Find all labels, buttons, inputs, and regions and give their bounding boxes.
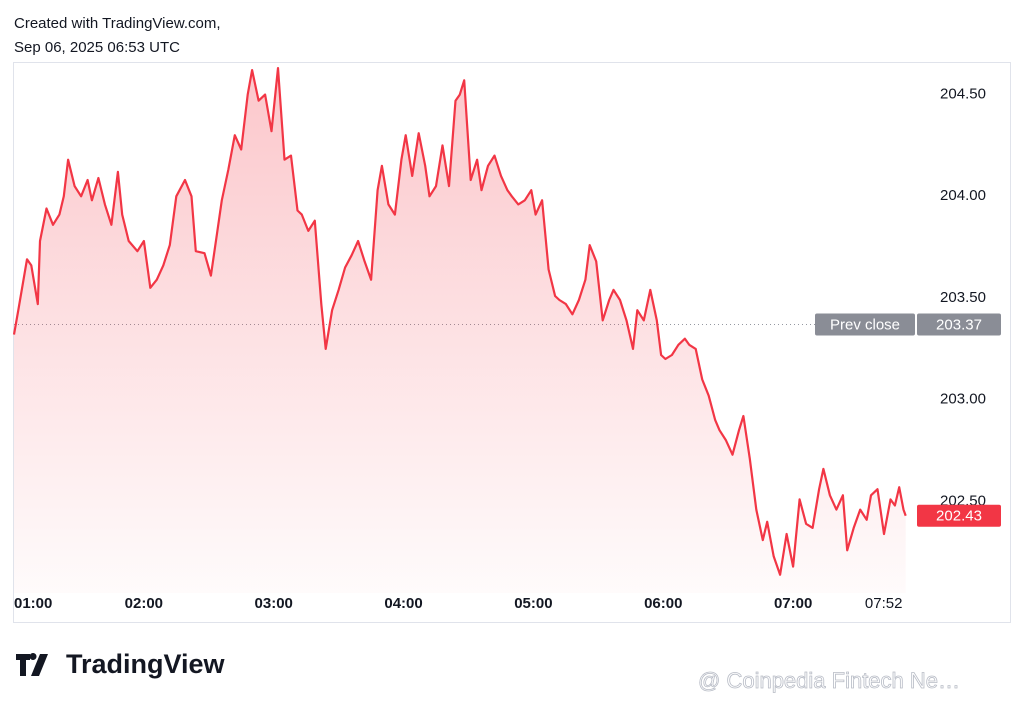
area-fill	[14, 68, 906, 594]
prev-close-value: 203.37	[936, 316, 982, 333]
header-line: Created with TradingView.com,	[14, 15, 221, 32]
header-line: Sep 06, 2025 06:53 UTC	[14, 39, 180, 56]
x-tick-label: 04:00	[384, 595, 422, 612]
prev-close-label: Prev close	[830, 316, 900, 333]
x-tick-label: 05:00	[514, 595, 552, 612]
y-tick-label: 204.50	[940, 86, 986, 103]
y-tick-label: 204.00	[940, 187, 986, 204]
x-tick-label: 07:52	[865, 595, 903, 612]
x-tick-label: 02:00	[125, 595, 163, 612]
watermark: @ Coinpedia Fintech Ne…	[698, 668, 960, 693]
x-tick-label: 01:00	[14, 595, 52, 612]
y-tick-label: 203.50	[940, 289, 986, 306]
y-tick-label: 203.00	[940, 391, 986, 408]
logo-text: TradingView	[66, 649, 226, 679]
x-tick-label: 07:00	[774, 595, 812, 612]
prev-close-value-tag	[917, 313, 1001, 336]
prev-close-tag	[815, 313, 915, 336]
last-price-label: 202.43	[936, 508, 982, 525]
last-price-tag	[917, 504, 1001, 527]
logo-icon	[16, 653, 48, 676]
x-tick-label: 03:00	[255, 595, 293, 612]
logo: TradingView	[16, 649, 226, 679]
chart-frame	[13, 62, 1011, 623]
x-tick-label: 06:00	[644, 595, 682, 612]
price-line	[12, 67, 907, 576]
